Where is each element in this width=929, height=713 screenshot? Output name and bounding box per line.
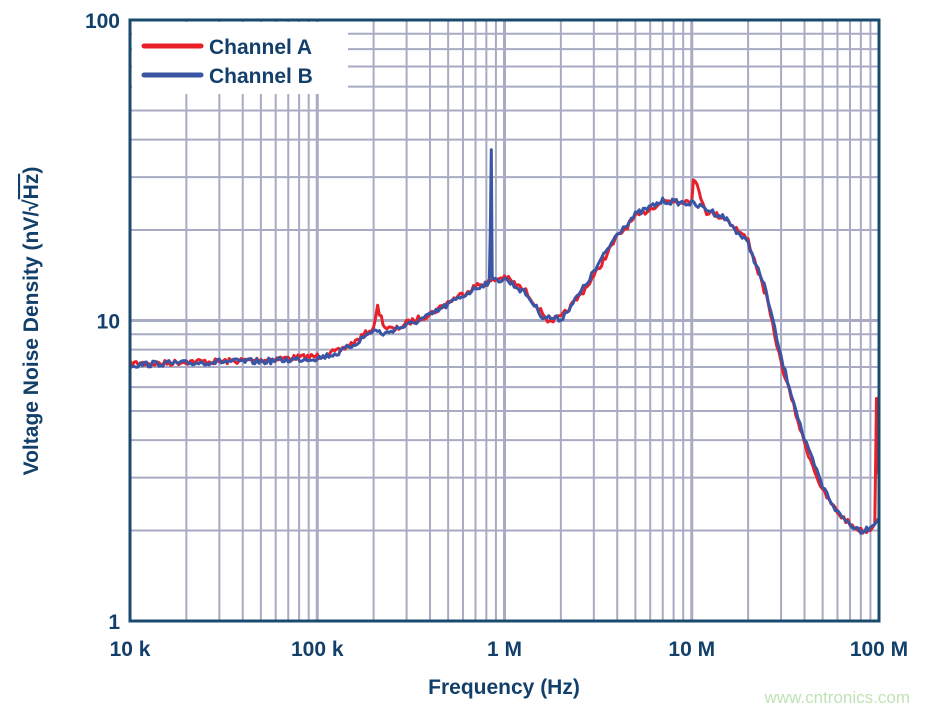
series-lines [128,148,881,535]
x-tick-label: 10 k [110,638,151,661]
legend-box [132,22,348,94]
x-axis-label: Frequency (Hz) [428,676,580,699]
x-tick-label: 100 k [291,638,344,661]
y-tick-label: 1 [108,611,120,634]
legend-label-channel-b: Channel B [209,65,313,88]
y-tick-label: 100 [85,10,120,33]
plot-border [128,18,881,623]
grid [130,20,879,621]
y-axis-label: Voltage Noise Density (nV/√Hz) [20,167,43,476]
x-tick-labels: 10 k 100 k 1 M 10 M 100 M [110,638,909,661]
watermark: www.cntronics.com [764,688,910,707]
legend: Channel A Channel B [141,36,313,88]
x-tick-label: 100 M [850,638,908,661]
y-tick-label: 10 [97,311,120,334]
series-line-channel-b [129,148,881,535]
legend-label-channel-a: Channel A [209,36,312,59]
y-tick-labels: 100 10 1 [85,10,120,634]
x-tick-label: 10 M [668,638,715,661]
x-tick-label: 1 M [487,638,522,661]
